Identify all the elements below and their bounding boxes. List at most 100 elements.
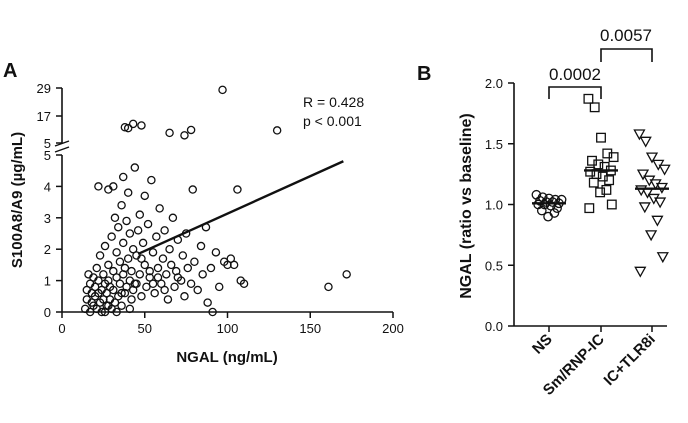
scatter-point (140, 260, 149, 270)
data-point-circle (543, 211, 553, 222)
scatter-point (117, 200, 126, 210)
panel-a-annotation-r: R = 0.428 (303, 94, 364, 110)
scatter-point-upper (165, 128, 174, 138)
scatter-point (123, 188, 133, 197)
data-point-triangle (636, 169, 650, 181)
data-point-triangle (644, 230, 658, 242)
scatter-point (133, 226, 143, 235)
scatter-point (183, 263, 193, 273)
panel-a-y-tick-label: 1 (44, 274, 51, 289)
scatter-point (135, 270, 145, 279)
data-point-square (608, 152, 619, 163)
significance-bracket-smrnp-ictlr8i (600, 48, 653, 62)
panel-a-y-tick-label: 4 (44, 179, 51, 194)
scatter-point (178, 251, 188, 260)
panel-a-x-axis-label: NGAL (ng/mL) (176, 349, 277, 366)
scatter-point (140, 191, 149, 201)
scatter-point (206, 263, 216, 273)
scatter-point-upper (120, 123, 130, 132)
panel-a-y-tick-label: 2 (44, 242, 51, 257)
scatter-point (107, 232, 116, 241)
panel-a-scatter: 0 50 100 150 200 0 1 2 3 4 55 17 29 R = 0.428 p < 0.… (9, 81, 404, 366)
panel-a-y-tick-label-upper: 5 (44, 136, 51, 151)
panel-a-points (80, 85, 351, 317)
scatter-point (214, 282, 224, 292)
scatter-point (118, 172, 128, 182)
data-point-triangle (634, 266, 647, 278)
significance-label-2: 0.0057 (600, 26, 652, 45)
scatter-point (127, 266, 136, 276)
scatter-point (109, 285, 118, 295)
panel-b-y-tick-label: 0.5 (485, 258, 503, 273)
scatter-point (137, 292, 146, 301)
scatter-point (94, 182, 103, 191)
panel-b-y-tick-label: 1.5 (485, 137, 503, 152)
scatter-point (112, 307, 121, 317)
scatter-point (115, 257, 125, 267)
scatter-point (190, 257, 199, 267)
scatter-point (120, 263, 130, 273)
panel-label-a: A (3, 60, 17, 82)
scatter-point (153, 263, 163, 273)
scatter-point (122, 282, 131, 292)
scatter-point (166, 260, 176, 270)
scatter-point (100, 241, 110, 251)
scatter-point (239, 279, 249, 288)
data-point-square (589, 102, 600, 113)
scatter-point (142, 282, 151, 292)
data-point-circle (536, 205, 547, 216)
scatter-point (94, 276, 103, 285)
scatter-point (162, 270, 171, 279)
scatter-point (112, 273, 121, 282)
panel-a-ticks: 0 50 100 150 200 0 1 2 3 4 55 17 29 (37, 81, 404, 336)
scatter-point-upper (272, 126, 282, 135)
data-point-triangle (633, 129, 646, 141)
category-label: IC+TLR8i (601, 331, 659, 389)
scatter-point (173, 273, 183, 282)
data-point-square (588, 177, 599, 188)
scatter-point (99, 270, 108, 279)
panel-a-x-tick-label: 100 (217, 321, 239, 336)
scatter-point (160, 285, 169, 295)
panel-a-y-axis-label: S100A8/A9 (µg/mL) (9, 132, 26, 268)
scatter-point (110, 298, 120, 307)
panel-b-ticks: 0.0 0.5 1.0 1.5 2.0 (485, 76, 653, 334)
scatter-point (109, 266, 118, 276)
scatter-point (148, 248, 158, 257)
data-point-triangle (645, 152, 659, 164)
significance-bracket-ns-smrnp (548, 86, 602, 99)
scatter-point (233, 185, 242, 194)
data-point-triangle (639, 136, 652, 148)
panel-a-regression-line (137, 160, 344, 256)
category-label: NS (529, 331, 556, 358)
scatter-point (203, 298, 212, 307)
scatter-point (115, 279, 125, 288)
scatter-point (125, 304, 135, 314)
data-point-triangle (653, 197, 667, 209)
panel-a-y-tick-label-upper: 17 (37, 109, 51, 124)
scatter-point (135, 210, 145, 219)
scatter-point (122, 216, 131, 226)
data-point-triangle (658, 164, 671, 176)
panel-a-x-tick-label: 150 (299, 321, 321, 336)
panel-b-y-tick-label: 0.0 (485, 319, 503, 334)
scatter-point (324, 282, 333, 292)
scatter-point (165, 244, 174, 254)
data-point-circle (549, 208, 560, 218)
data-point-square (606, 199, 617, 210)
scatter-point (226, 254, 236, 263)
scatter-point (117, 288, 126, 298)
scatter-point-upper (123, 123, 133, 133)
panel-b-medians (532, 169, 669, 205)
scatter-point (114, 222, 123, 232)
scatter-point (170, 282, 179, 292)
scatter-point (196, 241, 206, 251)
data-point-square (601, 184, 612, 195)
data-point-triangle (638, 202, 651, 214)
panel-a-x-tick-label: 50 (138, 321, 152, 336)
scatter-point-upper (218, 85, 227, 95)
scatter-point (193, 285, 202, 295)
scatter-point (95, 251, 105, 260)
scatter-point (158, 254, 168, 263)
scatter-point-upper (137, 121, 146, 130)
